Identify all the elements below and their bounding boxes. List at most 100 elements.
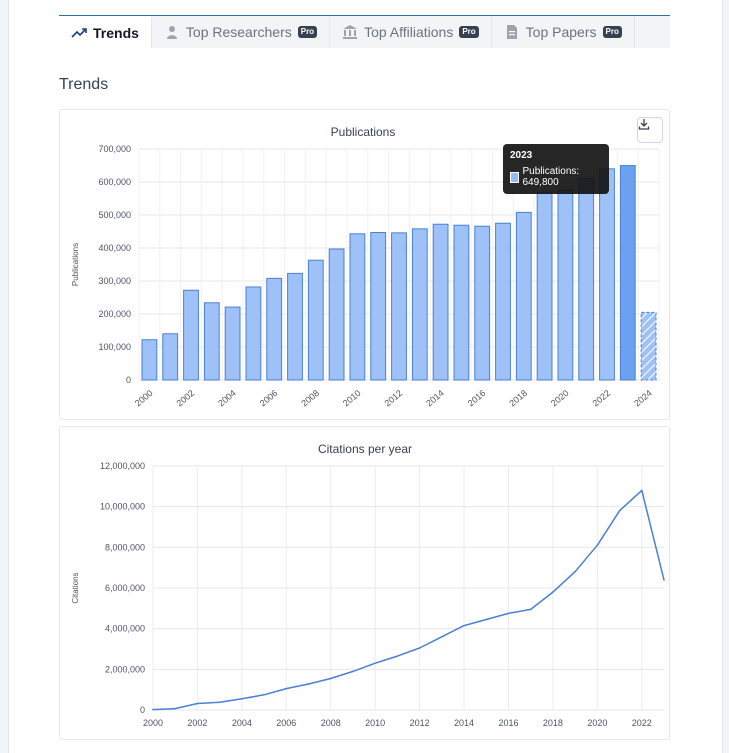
bar — [162, 333, 179, 381]
tab-top-affiliations[interactable]: Top Affiliations Pro — [330, 16, 492, 48]
bar — [536, 192, 553, 381]
citations-chart-card: Citations per year 0 2,000,000 4,000,000 6,0… — [59, 426, 670, 740]
tab-top-papers[interactable]: Top Papers Pro — [492, 16, 635, 48]
y-tick-label: 10,000,000 — [100, 502, 145, 512]
y-tick-label: 300,000 — [98, 276, 131, 286]
x-tick-label: 2000 — [143, 718, 163, 728]
y-tick-label: 4,000,000 — [105, 624, 145, 634]
data-point — [196, 702, 199, 705]
data-point — [329, 677, 332, 680]
chart-title: Publications — [331, 125, 396, 139]
pro-badge: Pro — [297, 26, 318, 38]
x-tick-label: 2004 — [232, 718, 252, 728]
data-point — [418, 647, 421, 649]
tab-label: Trends — [93, 25, 139, 41]
data-point — [640, 489, 643, 492]
bar — [515, 211, 532, 381]
data-point — [152, 708, 154, 711]
bar — [599, 168, 615, 381]
bar — [619, 165, 636, 381]
x-tick-label: 2006 — [276, 718, 296, 728]
tab-label: Top Affiliations — [364, 24, 454, 40]
tab-bar: Trends Top Researchers Pro Top Affiliati… — [59, 15, 670, 48]
x-tick-label: 2002 — [175, 388, 197, 409]
bar — [203, 302, 220, 381]
bar — [432, 223, 449, 381]
bar — [578, 177, 595, 381]
tooltip-swatch — [510, 171, 520, 183]
tab-top-researchers[interactable]: Top Researchers Pro — [152, 16, 331, 48]
x-tick-label: 2006 — [258, 388, 280, 409]
x-tick-label: 2024 — [632, 388, 654, 409]
y-tick-label: 700,000 — [98, 144, 131, 154]
y-tick-label: 500,000 — [98, 210, 131, 220]
tab-trends[interactable]: Trends — [59, 16, 152, 48]
section-title: Trends — [59, 76, 109, 93]
bar — [370, 231, 387, 381]
x-tick-label: 2008 — [299, 388, 321, 409]
x-tick-label: 2010 — [365, 718, 385, 728]
data-point — [552, 591, 554, 593]
tooltip-title: 2023 — [510, 150, 533, 161]
pro-badge: Pro — [602, 26, 622, 38]
y-tick-label: 12,000,000 — [100, 461, 145, 471]
x-tick-label: 2020 — [587, 718, 607, 728]
x-tick-label: 2018 — [507, 388, 529, 409]
x-tick-label: 2008 — [321, 718, 341, 728]
y-tick-label: 400,000 — [98, 243, 131, 253]
x-tick-label: 2022 — [591, 388, 613, 409]
x-tick-label: 2022 — [632, 718, 652, 728]
publications-chart: Publications 0 100,000 200,000 300,000 400,00… — [71, 125, 660, 409]
x-tick-label: 2010 — [341, 388, 363, 409]
x-tick-label: 2012 — [383, 388, 405, 409]
data-point — [241, 698, 243, 700]
y-tick-label: 100,000 — [98, 342, 131, 352]
tooltip-label: Publications: 649,800 — [522, 166, 580, 188]
y-tick-label: 200,000 — [98, 309, 131, 319]
data-point — [441, 636, 443, 638]
data-point — [574, 570, 576, 573]
x-tick-label: 2000 — [133, 388, 155, 409]
y-tick-label: 8,000,000 — [105, 542, 145, 552]
bar — [640, 311, 657, 381]
bar — [411, 228, 428, 381]
series-line — [152, 489, 665, 711]
publications-chart-card: Publications 0 100,000 200,000 300,000 400,00… — [59, 109, 670, 420]
x-tick-label: 2002 — [187, 718, 207, 728]
tab-label: Top Researchers — [185, 24, 292, 40]
citations-chart: Citations per year 0 2,000,000 4,000,000 6,0… — [71, 442, 665, 728]
bar — [474, 225, 491, 381]
y-tick-label: 6,000,000 — [105, 583, 145, 593]
bar — [328, 248, 345, 381]
download-button[interactable] — [637, 117, 663, 143]
bar — [266, 277, 283, 381]
data-point — [263, 693, 265, 696]
bar — [391, 232, 407, 381]
data-point — [174, 707, 177, 710]
data-point — [463, 624, 465, 627]
data-point — [596, 544, 599, 547]
bar — [287, 272, 303, 381]
y-axis-label: Citations — [71, 572, 80, 603]
y-tick-label: 0 — [140, 705, 145, 715]
x-tick-label: 2020 — [549, 388, 571, 409]
data-point — [485, 618, 488, 621]
data-point — [352, 670, 354, 673]
x-tick-label: 2016 — [498, 718, 518, 728]
x-tick-label: 2012 — [410, 718, 430, 728]
bar — [183, 289, 199, 381]
tab-label: Top Papers — [525, 24, 597, 40]
y-tick-label: 0 — [126, 375, 131, 385]
x-tick-label: 2016 — [466, 388, 488, 409]
data-point — [507, 612, 510, 615]
bar — [224, 306, 241, 381]
bar — [495, 222, 511, 381]
data-point — [529, 608, 532, 611]
trend-icon — [71, 25, 87, 41]
bar — [557, 189, 574, 381]
chart-title: Citations per year — [318, 442, 412, 456]
document-icon — [504, 24, 520, 40]
data-point — [663, 579, 665, 581]
data-point — [374, 662, 376, 665]
bar — [453, 224, 470, 381]
